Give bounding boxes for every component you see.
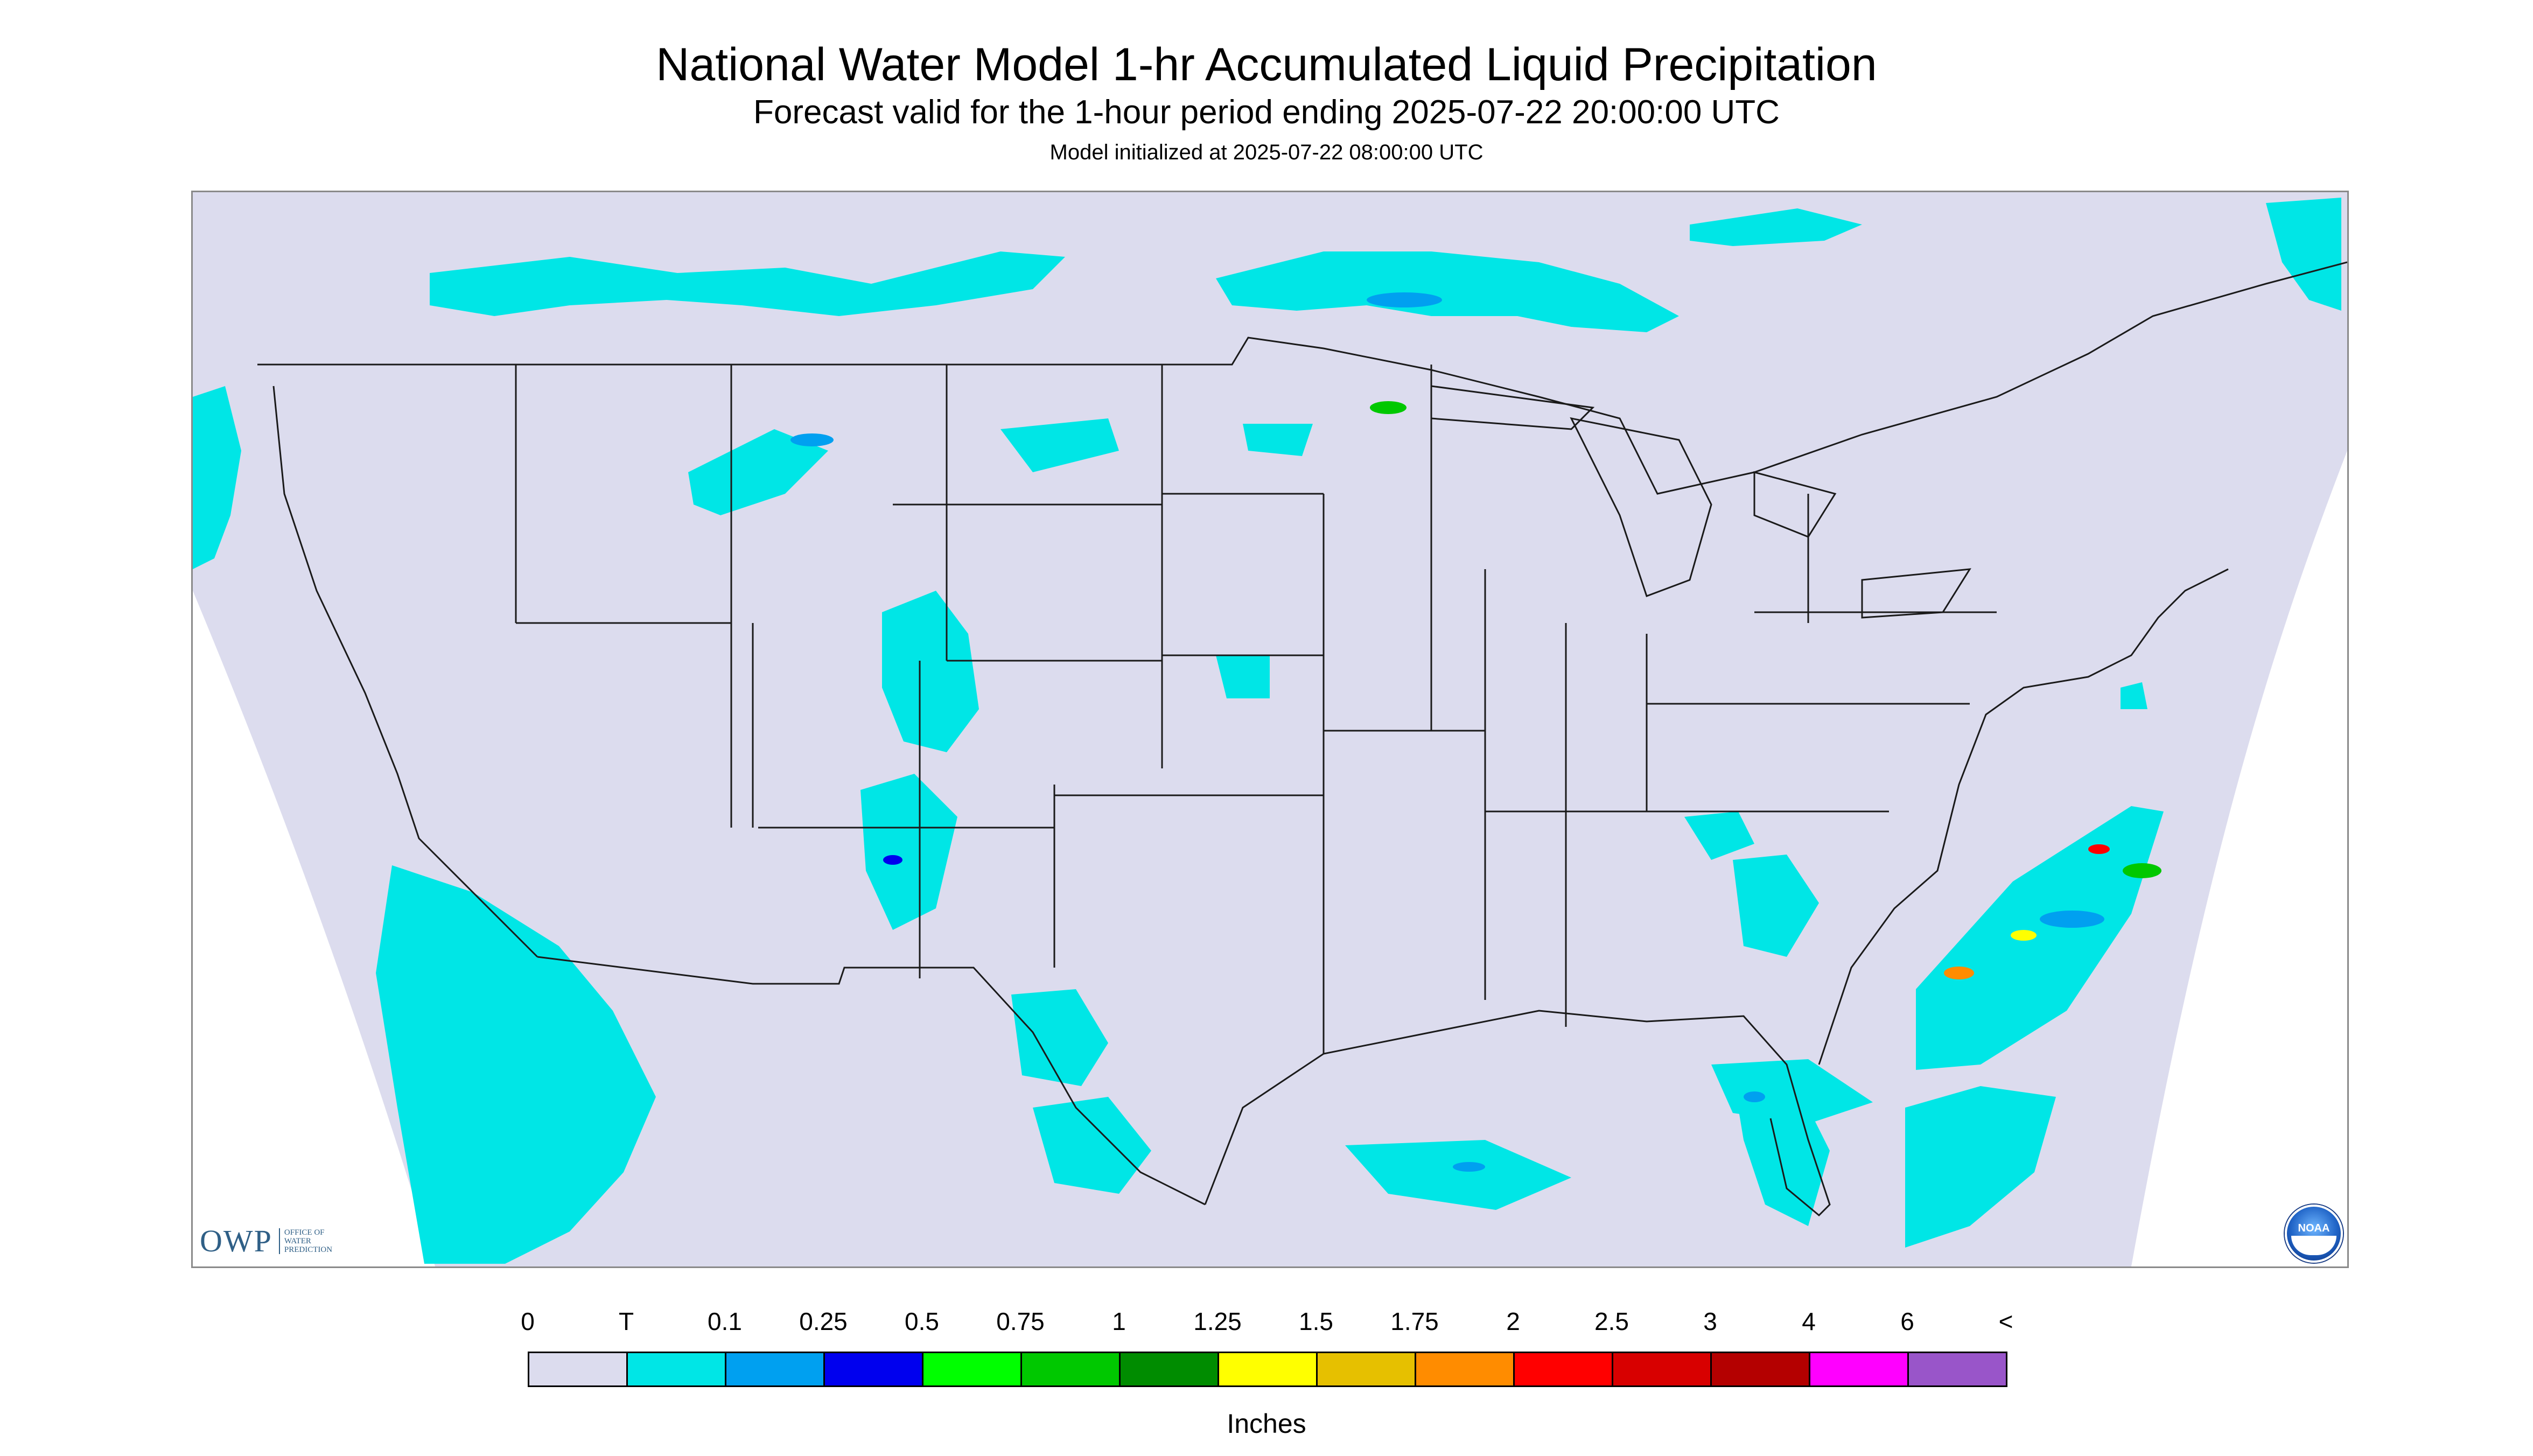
- owp-logo-subtext: OFFICE OF WATER PREDICTION: [278, 1228, 349, 1254]
- legend-units: Inches: [1227, 1409, 1306, 1439]
- map-canvas: [193, 192, 2347, 1266]
- precipitation-map: OWP OFFICE OF WATER PREDICTION NOAA: [191, 191, 2349, 1268]
- precip-area: [1733, 855, 1819, 957]
- noaa-logo-text: NOAA: [2298, 1222, 2330, 1234]
- legend-label: 1: [1112, 1307, 1126, 1335]
- precip-cell: [2040, 911, 2104, 928]
- noaa-logo: NOAA: [2285, 1205, 2343, 1263]
- precip-cell: [1944, 967, 1974, 979]
- legend-label: 0.25: [799, 1307, 848, 1335]
- precip-cell: [1370, 401, 1407, 414]
- precip-cell: [2123, 863, 2161, 878]
- precip-area: [1243, 424, 1313, 456]
- precip-area: [882, 591, 979, 752]
- owp-logo-text: OWP: [200, 1223, 272, 1258]
- precip-area: [2266, 198, 2341, 311]
- legend-swatch: [922, 1352, 1022, 1387]
- precip-area: [1733, 1065, 1830, 1226]
- legend-swatch: [626, 1352, 726, 1387]
- precip-area: [430, 251, 1065, 316]
- map-title: National Water Model 1-hr Accumulated Li…: [656, 39, 1877, 90]
- precip-area: [1690, 208, 1862, 246]
- map-subtitle: Forecast valid for the 1-hour period end…: [753, 94, 1780, 131]
- legend-label: 2.5: [1594, 1307, 1629, 1335]
- legend-label: 3: [1703, 1307, 1717, 1335]
- legend-label: T: [618, 1307, 634, 1335]
- noaa-wave-icon: [2291, 1236, 2336, 1255]
- legend-swatch: [1020, 1352, 1121, 1387]
- legend-label: 6: [1900, 1307, 1914, 1335]
- precip-cell: [2088, 844, 2110, 854]
- legend-label: 0.1: [708, 1307, 742, 1335]
- west-coast: [272, 386, 538, 958]
- legend-swatch: [725, 1352, 825, 1387]
- precip-area: [1345, 1140, 1571, 1210]
- precip-area: [1000, 418, 1119, 472]
- legend-label: 1.5: [1299, 1307, 1333, 1335]
- color-legend: [528, 1352, 2014, 1387]
- precip-cell: [1367, 292, 1442, 307]
- legend-label: 1.25: [1193, 1307, 1242, 1335]
- legend-label: 0.75: [996, 1307, 1045, 1335]
- mexico-border: [537, 956, 1206, 1206]
- precip-cell: [1744, 1091, 1765, 1102]
- legend-label: 1.75: [1390, 1307, 1439, 1335]
- precip-area: [860, 774, 957, 930]
- legend-swatch: [1316, 1352, 1416, 1387]
- precipitation-areas: [193, 198, 2341, 1264]
- legend-swatch: [1513, 1352, 1613, 1387]
- legend-swatch: [1217, 1352, 1318, 1387]
- legend-swatch: [1710, 1352, 1810, 1387]
- precip-cell: [1453, 1162, 1485, 1172]
- legend-label: 4: [1802, 1307, 1816, 1335]
- legend-labels: 0 T 0.1 0.25 0.5 0.75 1 1.25 1.5 1.75 2 2.5 3 4 6 <: [521, 1305, 2035, 1338]
- precip-cell: [2011, 930, 2037, 941]
- precip-area: [1916, 806, 2164, 1070]
- precip-area: [1216, 251, 1679, 332]
- canada-border: [257, 261, 2347, 495]
- state-boundaries: [257, 261, 2347, 1217]
- legend-label: 0.5: [905, 1307, 939, 1335]
- east-coast: [1818, 568, 2229, 1065]
- precip-area: [1684, 811, 1754, 860]
- legend-label: 2: [1506, 1307, 1520, 1335]
- legend-label: 0: [521, 1307, 535, 1335]
- precip-area: [1216, 655, 1270, 698]
- owp-logo: OWP OFFICE OF WATER PREDICTION: [200, 1223, 349, 1259]
- great-lakes: [1430, 385, 1971, 619]
- legend-swatch: [1415, 1352, 1515, 1387]
- state-lines: [515, 365, 1997, 1054]
- legend-swatch: [1612, 1352, 1712, 1387]
- precip-cell: [883, 855, 902, 865]
- precip-cell: [790, 433, 834, 446]
- legend-swatch: [528, 1352, 628, 1387]
- precip-area: [1905, 1086, 2056, 1248]
- precip-area: [1033, 1097, 1151, 1194]
- legend-swatch: [1907, 1352, 2007, 1387]
- model-init-time: Model initialized at 2025-07-22 08:00:00…: [1049, 141, 1484, 164]
- precip-area: [688, 429, 828, 515]
- legend-label: <: [1998, 1307, 2013, 1335]
- legend-swatch: [1809, 1352, 1909, 1387]
- precip-area: [1011, 989, 1108, 1086]
- precip-area: [193, 386, 241, 569]
- legend-swatch: [823, 1352, 923, 1387]
- precip-area: [2121, 682, 2147, 709]
- heavy-precip-cells: [790, 292, 2161, 1172]
- precip-area: [376, 865, 656, 1264]
- legend-swatch: [1119, 1352, 1219, 1387]
